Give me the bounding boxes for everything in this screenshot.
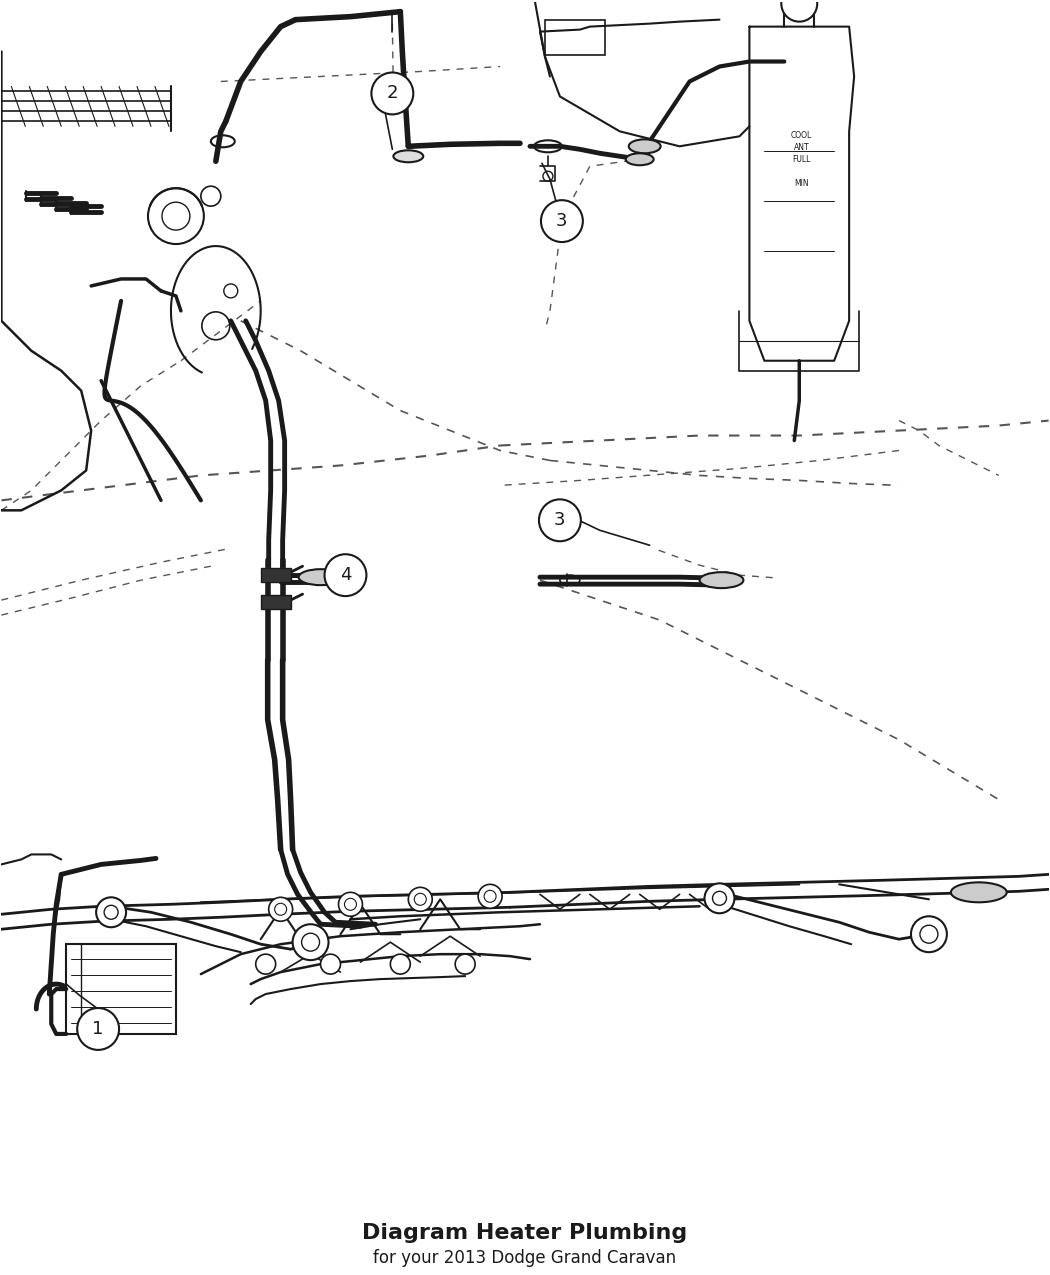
Bar bbox=[260, 595, 291, 609]
Circle shape bbox=[478, 885, 502, 908]
Text: 4: 4 bbox=[340, 566, 352, 584]
Ellipse shape bbox=[699, 572, 743, 588]
Circle shape bbox=[705, 884, 734, 913]
Circle shape bbox=[911, 917, 947, 952]
Polygon shape bbox=[750, 27, 854, 361]
Circle shape bbox=[78, 1009, 119, 1049]
Ellipse shape bbox=[951, 882, 1007, 903]
Bar bbox=[260, 569, 291, 583]
Circle shape bbox=[320, 954, 340, 974]
Circle shape bbox=[256, 954, 276, 974]
Text: COOL
ANT
FULL

MIN: COOL ANT FULL MIN bbox=[791, 131, 812, 187]
Ellipse shape bbox=[626, 153, 654, 166]
Text: 1: 1 bbox=[92, 1020, 104, 1038]
Text: for your 2013 Dodge Grand Caravan: for your 2013 Dodge Grand Caravan bbox=[374, 1250, 676, 1267]
Circle shape bbox=[539, 500, 581, 542]
Ellipse shape bbox=[298, 569, 342, 585]
Circle shape bbox=[456, 954, 476, 974]
Text: 3: 3 bbox=[554, 511, 566, 529]
Circle shape bbox=[269, 898, 293, 922]
Text: 3: 3 bbox=[556, 212, 568, 230]
Circle shape bbox=[541, 200, 583, 242]
Circle shape bbox=[372, 73, 414, 115]
Bar bbox=[66, 945, 176, 1034]
Circle shape bbox=[781, 0, 817, 22]
Bar bbox=[545, 19, 605, 55]
Circle shape bbox=[408, 887, 433, 912]
Circle shape bbox=[324, 555, 366, 597]
Circle shape bbox=[391, 954, 411, 974]
Ellipse shape bbox=[394, 150, 423, 162]
Circle shape bbox=[97, 898, 126, 927]
Text: Diagram Heater Plumbing: Diagram Heater Plumbing bbox=[362, 1224, 688, 1243]
Ellipse shape bbox=[629, 139, 660, 153]
Circle shape bbox=[293, 924, 329, 960]
Circle shape bbox=[338, 892, 362, 917]
Text: 2: 2 bbox=[386, 84, 398, 102]
